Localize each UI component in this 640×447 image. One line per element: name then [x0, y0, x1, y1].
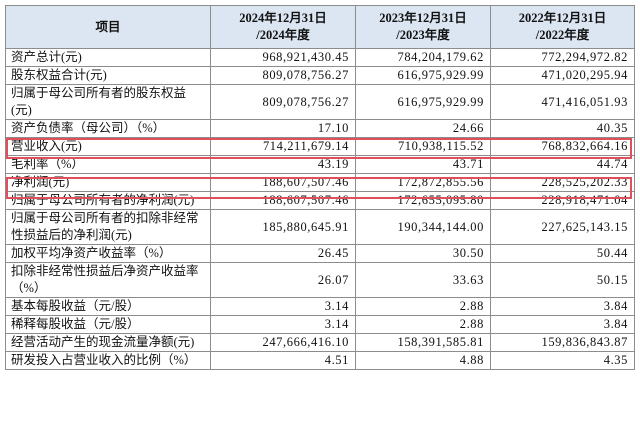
value-cell: 26.07	[210, 262, 356, 298]
value-cell: 227,625,143.15	[490, 209, 635, 245]
header-row: 项目 2024年12月31日 /2024年度 2023年12月31日 /2023年度…	[5, 5, 635, 49]
value-cell: 768,832,664.16	[490, 137, 635, 156]
row-label: 归属于母公司所有者的净利润(元)	[5, 191, 211, 210]
value-cell: 2.88	[355, 315, 491, 334]
table-row: 基本每股收益（元/股） 3.14 2.88 3.84	[5, 297, 635, 316]
header-cell: 项目	[5, 5, 211, 49]
row-label: 归属于母公司所有者的扣除非经常性损益后的净利润(元)	[5, 209, 211, 245]
table-row: 净利润(元) 188,607,507.46 172,872,855.56 228,52…	[5, 173, 635, 192]
value-cell: 228,525,202.33	[490, 173, 635, 192]
value-cell: 809,078,756.27	[210, 84, 356, 120]
value-cell: 809,078,756.27	[210, 66, 356, 85]
value-cell: 188,607,507.46	[210, 191, 356, 210]
value-cell: 30.50	[355, 244, 491, 263]
row-label: 毛利率（%）	[5, 155, 211, 174]
header-cell: 2024年12月31日 /2024年度	[210, 5, 356, 49]
value-cell: 172,872,855.56	[355, 173, 491, 192]
value-cell: 188,607,507.46	[210, 173, 356, 192]
value-cell: 159,836,843.87	[490, 333, 635, 352]
row-label: 净利润(元)	[5, 173, 211, 192]
value-cell: 2.88	[355, 297, 491, 316]
row-label: 资产负债率（母公司）（%）	[5, 119, 211, 138]
value-cell: 3.84	[490, 297, 635, 316]
row-label: 基本每股收益（元/股）	[5, 297, 211, 316]
value-cell: 43.19	[210, 155, 356, 174]
table-row: 资产总计(元) 968,921,430.45 784,204,179.62 772,2…	[5, 48, 635, 67]
table-row: 加权平均净资产收益率（%） 26.45 30.50 50.44	[5, 244, 635, 263]
table-row: 经营活动产生的现金流量净额(元) 247,666,416.10 158,391,58…	[5, 333, 635, 352]
value-cell: 17.10	[210, 119, 356, 138]
value-cell: 4.51	[210, 351, 356, 370]
table-body: 资产总计(元) 968,921,430.45 784,204,179.62 772,2…	[5, 48, 635, 370]
value-cell: 158,391,585.81	[355, 333, 491, 352]
row-label: 稀释每股收益（元/股）	[5, 315, 211, 334]
table-row: 营业收入(元) 714,211,679.14 710,938,115.52 768,8…	[5, 137, 635, 156]
row-label: 研发投入占营业收入的比例（%）	[5, 351, 211, 370]
value-cell: 185,880,645.91	[210, 209, 356, 245]
header-cell: 2022年12月31日 /2022年度	[490, 5, 635, 49]
value-cell: 471,416,051.93	[490, 84, 635, 120]
value-cell: 784,204,179.62	[355, 48, 491, 67]
value-cell: 4.88	[355, 351, 491, 370]
value-cell: 3.14	[210, 297, 356, 316]
row-label: 经营活动产生的现金流量净额(元)	[5, 333, 211, 352]
value-cell: 4.35	[490, 351, 635, 370]
table-row: 资产负债率（母公司）（%） 17.10 24.66 40.35	[5, 119, 635, 138]
value-cell: 714,211,679.14	[210, 137, 356, 156]
value-cell: 710,938,115.52	[355, 137, 491, 156]
value-cell: 772,294,972.82	[490, 48, 635, 67]
table-row: 毛利率（%） 43.19 43.71 44.74	[5, 155, 635, 174]
value-cell: 50.44	[490, 244, 635, 263]
value-cell: 172,655,095.80	[355, 191, 491, 210]
value-cell: 247,666,416.10	[210, 333, 356, 352]
value-cell: 26.45	[210, 244, 356, 263]
value-cell: 190,344,144.00	[355, 209, 491, 245]
table-row: 稀释每股收益（元/股） 3.14 2.88 3.84	[5, 315, 635, 334]
value-cell: 968,921,430.45	[210, 48, 356, 67]
row-label: 股东权益合计(元)	[5, 66, 211, 85]
value-cell: 24.66	[355, 119, 491, 138]
value-cell: 471,020,295.94	[490, 66, 635, 85]
value-cell: 3.84	[490, 315, 635, 334]
header-cell: 2023年12月31日 /2023年度	[355, 5, 491, 49]
value-cell: 44.74	[490, 155, 635, 174]
row-label: 营业收入(元)	[5, 137, 211, 156]
value-cell: 43.71	[355, 155, 491, 174]
row-label: 归属于母公司所有者的股东权益(元)	[5, 84, 211, 120]
value-cell: 616,975,929.99	[355, 84, 491, 120]
table-row: 扣除非经常性损益后净资产收益率（%） 26.07 33.63 50.15	[5, 262, 635, 298]
value-cell: 3.14	[210, 315, 356, 334]
table-row: 归属于母公司所有者的净利润(元) 188,607,507.46 172,655,09…	[5, 191, 635, 210]
value-cell: 50.15	[490, 262, 635, 298]
table-row: 研发投入占营业收入的比例（%） 4.51 4.88 4.35	[5, 351, 635, 370]
value-cell: 40.35	[490, 119, 635, 138]
value-cell: 616,975,929.99	[355, 66, 491, 85]
value-cell: 33.63	[355, 262, 491, 298]
value-cell: 228,918,471.04	[490, 191, 635, 210]
table-row: 归属于母公司所有者的股东权益(元) 809,078,756.27 616,975,9…	[5, 84, 635, 120]
row-label: 资产总计(元)	[5, 48, 211, 67]
row-label: 加权平均净资产收益率（%）	[5, 244, 211, 263]
table-row: 归属于母公司所有者的扣除非经常性损益后的净利润(元) 185,880,645.91…	[5, 209, 635, 245]
financial-table: 项目 2024年12月31日 /2024年度 2023年12月31日 /2023年度…	[5, 5, 635, 370]
row-label: 扣除非经常性损益后净资产收益率（%）	[5, 262, 211, 298]
table-row: 股东权益合计(元) 809,078,756.27 616,975,929.99 471…	[5, 66, 635, 85]
